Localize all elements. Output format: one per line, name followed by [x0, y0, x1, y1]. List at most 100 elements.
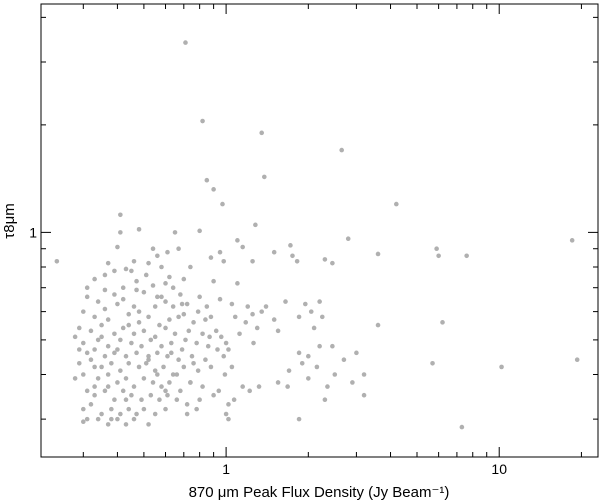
data-point [237, 331, 242, 337]
data-point [136, 320, 142, 325]
data-point [221, 258, 227, 264]
data-point [152, 368, 158, 373]
data-point [170, 304, 176, 309]
data-point [141, 289, 147, 295]
data-point [375, 251, 381, 257]
data-point [211, 392, 216, 398]
data-point [223, 411, 229, 417]
data-point [105, 422, 111, 427]
data-point [123, 353, 129, 359]
data-point [109, 416, 114, 422]
data-point [155, 350, 160, 356]
data-point [226, 347, 231, 352]
data-point [99, 322, 104, 328]
data-point [129, 392, 134, 398]
data-point [159, 384, 164, 389]
data-point [183, 337, 188, 343]
data-point [165, 392, 170, 398]
data-point [235, 238, 240, 243]
data-point [109, 406, 114, 412]
data-point [76, 347, 82, 352]
data-point [118, 368, 123, 373]
data-point [95, 416, 101, 422]
data-point [170, 372, 176, 377]
data-point [118, 212, 123, 218]
data-point [123, 397, 129, 403]
data-point [134, 411, 139, 417]
y-tick-label: 1 [29, 224, 37, 240]
data-point [155, 372, 160, 377]
data-point [120, 388, 126, 394]
data-point [574, 357, 580, 363]
data-point [84, 294, 90, 300]
data-point [81, 419, 86, 425]
data-point [194, 406, 199, 412]
x-tick-label: 1 [222, 461, 230, 477]
data-point [235, 281, 240, 286]
data-point [115, 244, 120, 250]
data-point [189, 353, 195, 359]
data-point [229, 301, 235, 307]
data-point [205, 343, 211, 349]
data-point [102, 306, 108, 312]
data-point [92, 314, 97, 320]
data-point [129, 340, 134, 346]
data-point [296, 314, 302, 320]
data-point [54, 258, 60, 264]
data-point [105, 260, 111, 266]
data-point [322, 257, 328, 262]
data-point [81, 309, 86, 314]
data-point [167, 274, 172, 280]
data-point [222, 372, 228, 377]
data-point [200, 331, 205, 337]
data-point [220, 201, 225, 207]
data-point [159, 294, 164, 300]
data-point [134, 287, 139, 293]
data-point [262, 174, 267, 180]
data-point [102, 353, 108, 359]
data-point [191, 320, 196, 325]
data-point [150, 246, 156, 252]
data-point [88, 328, 94, 334]
data-point [163, 325, 168, 331]
data-point [176, 314, 181, 320]
data-point [99, 364, 104, 370]
data-point [172, 230, 178, 235]
data-point [115, 301, 120, 307]
data-point [271, 249, 277, 255]
data-point [136, 309, 142, 314]
data-point [155, 253, 160, 259]
data-point [341, 357, 347, 363]
data-point [163, 406, 168, 412]
data-point [259, 309, 265, 314]
data-point [207, 334, 212, 340]
data-point [136, 227, 142, 232]
data-point [176, 246, 181, 252]
data-point [213, 328, 219, 334]
data-point [178, 292, 183, 297]
data-point [95, 337, 101, 343]
data-point [184, 301, 190, 307]
data-point [141, 328, 147, 334]
data-point [194, 340, 199, 346]
data-point [165, 353, 170, 359]
data-point [81, 340, 86, 346]
data-point [172, 331, 178, 337]
data-point [143, 360, 149, 366]
data-point [148, 337, 154, 343]
data-point [112, 268, 117, 274]
data-point [317, 343, 322, 349]
data-point [245, 304, 251, 309]
data-point [283, 299, 288, 304]
data-point [115, 416, 120, 422]
data-point [319, 314, 325, 320]
data-point [231, 397, 237, 403]
data-point [188, 264, 193, 270]
data-point [102, 272, 108, 278]
data-point [217, 296, 223, 302]
data-point [464, 253, 469, 259]
data-point [306, 376, 311, 381]
axis-tick-labels: 1 10 1 [29, 224, 507, 477]
data-point [146, 353, 151, 359]
data-point [229, 364, 235, 370]
